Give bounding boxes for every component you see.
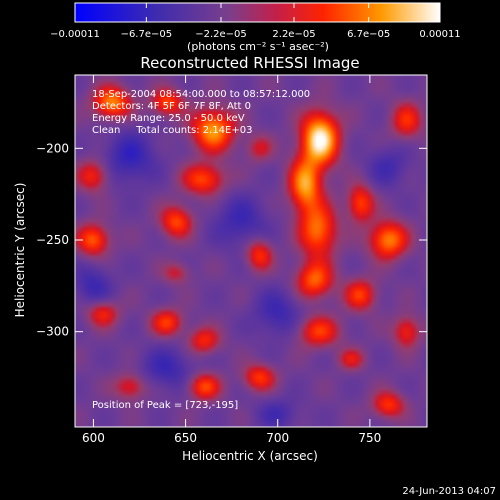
y-tick-label: −250 (36, 233, 69, 247)
colorbar-tick-label: 2.2e−05 (272, 29, 315, 40)
heatmap-image (75, 75, 427, 427)
annotation-energy-range: Energy Range: 25.0 - 50.0 keV (92, 113, 245, 124)
chart-title: Reconstructed RHESSI Image (140, 54, 359, 72)
plot-frame (74, 74, 428, 428)
y-tick-label: −300 (36, 325, 69, 339)
colorbar-ticks: −0.00011 −6.7e−05 −2.2e−05 2.2e−05 6.7e−05 0.… (50, 3, 461, 40)
colorbar-tick-label: −0.00011 (50, 29, 100, 40)
x-tick-label: 750 (358, 431, 381, 445)
x-tick-label: 600 (82, 431, 105, 445)
colorbar-tick-label: 0.00011 (419, 29, 460, 40)
annotation-detectors: Detectors: 4F 5F 6F 7F 8F, Att 0 (92, 101, 251, 112)
x-tick-label: 650 (174, 431, 197, 445)
colorbar-tick-label: −6.7e−05 (121, 29, 173, 40)
colorbar-tick-label: 6.7e−05 (347, 29, 390, 40)
x-axis-label: Heliocentric X (arcsec) (182, 449, 318, 463)
y-axis-label: Heliocentric Y (arcsec) (13, 183, 27, 318)
colorbar-tick-label: −2.2e−05 (195, 29, 247, 40)
colorbar (74, 2, 441, 23)
colorbar-unit-label: (photons cm⁻² s⁻¹ asec⁻²) (187, 40, 329, 53)
annotation-total-counts: Clean Total counts: 2.14E+03 (92, 125, 252, 136)
timestamp: 24-Jun-2013 04:07 (402, 486, 496, 497)
axis-ticks: 600 650 700 750 −200 −250 −300 (36, 75, 427, 445)
y-tick-label: −200 (36, 141, 69, 155)
annotation-peak-position: Position of Peak = [723,-195] (92, 400, 238, 411)
annotation-time-range: 18-Sep-2004 08:54:00.000 to 08:57:12.000 (92, 89, 310, 100)
x-tick-label: 700 (266, 431, 289, 445)
